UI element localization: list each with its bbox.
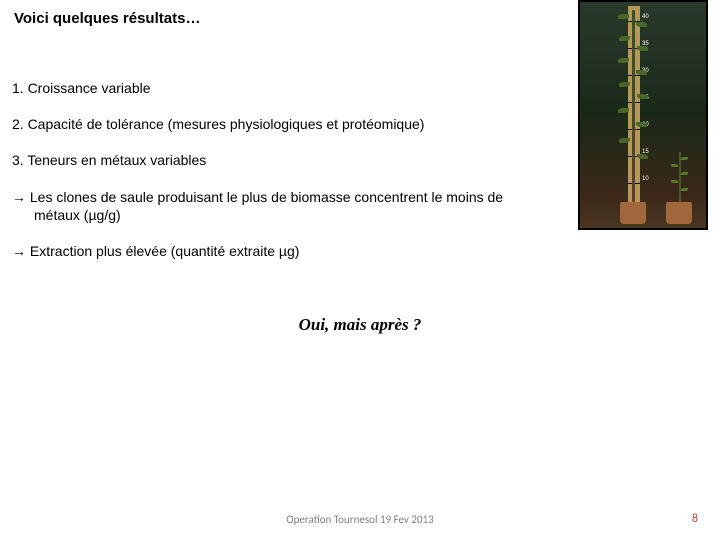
slide-container: Voici quelques résultats… 40 35 30 25 20… — [0, 0, 720, 540]
leaf — [636, 122, 647, 127]
page-number: 8 — [692, 512, 698, 526]
leaf — [637, 46, 648, 51]
tall-plant-stem — [632, 10, 635, 202]
ruler-label: 10 — [642, 176, 654, 182]
plant-pot — [620, 202, 646, 224]
leaf — [618, 108, 629, 113]
leaf-small — [671, 180, 678, 183]
leaf — [618, 14, 629, 19]
text: métaux (µg/g) — [12, 207, 121, 223]
leaf — [637, 94, 648, 99]
plant-photo: 40 35 30 25 20 15 10 — [578, 0, 708, 230]
ruler-label: 40 — [642, 14, 654, 20]
leaf — [618, 58, 629, 63]
leaf — [619, 36, 630, 41]
leaf — [619, 82, 630, 87]
plant-pot — [666, 202, 692, 224]
footer-text: Operation Tournesol 19 Fev 2013 — [0, 513, 720, 526]
leaf-small — [681, 188, 688, 191]
list-item: → Extraction plus élevée (quantité extra… — [12, 242, 708, 260]
leaf — [637, 154, 648, 159]
leaf — [636, 22, 647, 27]
leaf — [636, 70, 647, 75]
leaf-small — [681, 172, 688, 175]
leaf-small — [681, 157, 688, 160]
leaf-small — [671, 164, 678, 167]
leaf — [619, 138, 630, 143]
question-heading: Oui, mais après ? — [12, 315, 708, 335]
text: → Les clones de saule produisant le plus… — [12, 189, 503, 205]
